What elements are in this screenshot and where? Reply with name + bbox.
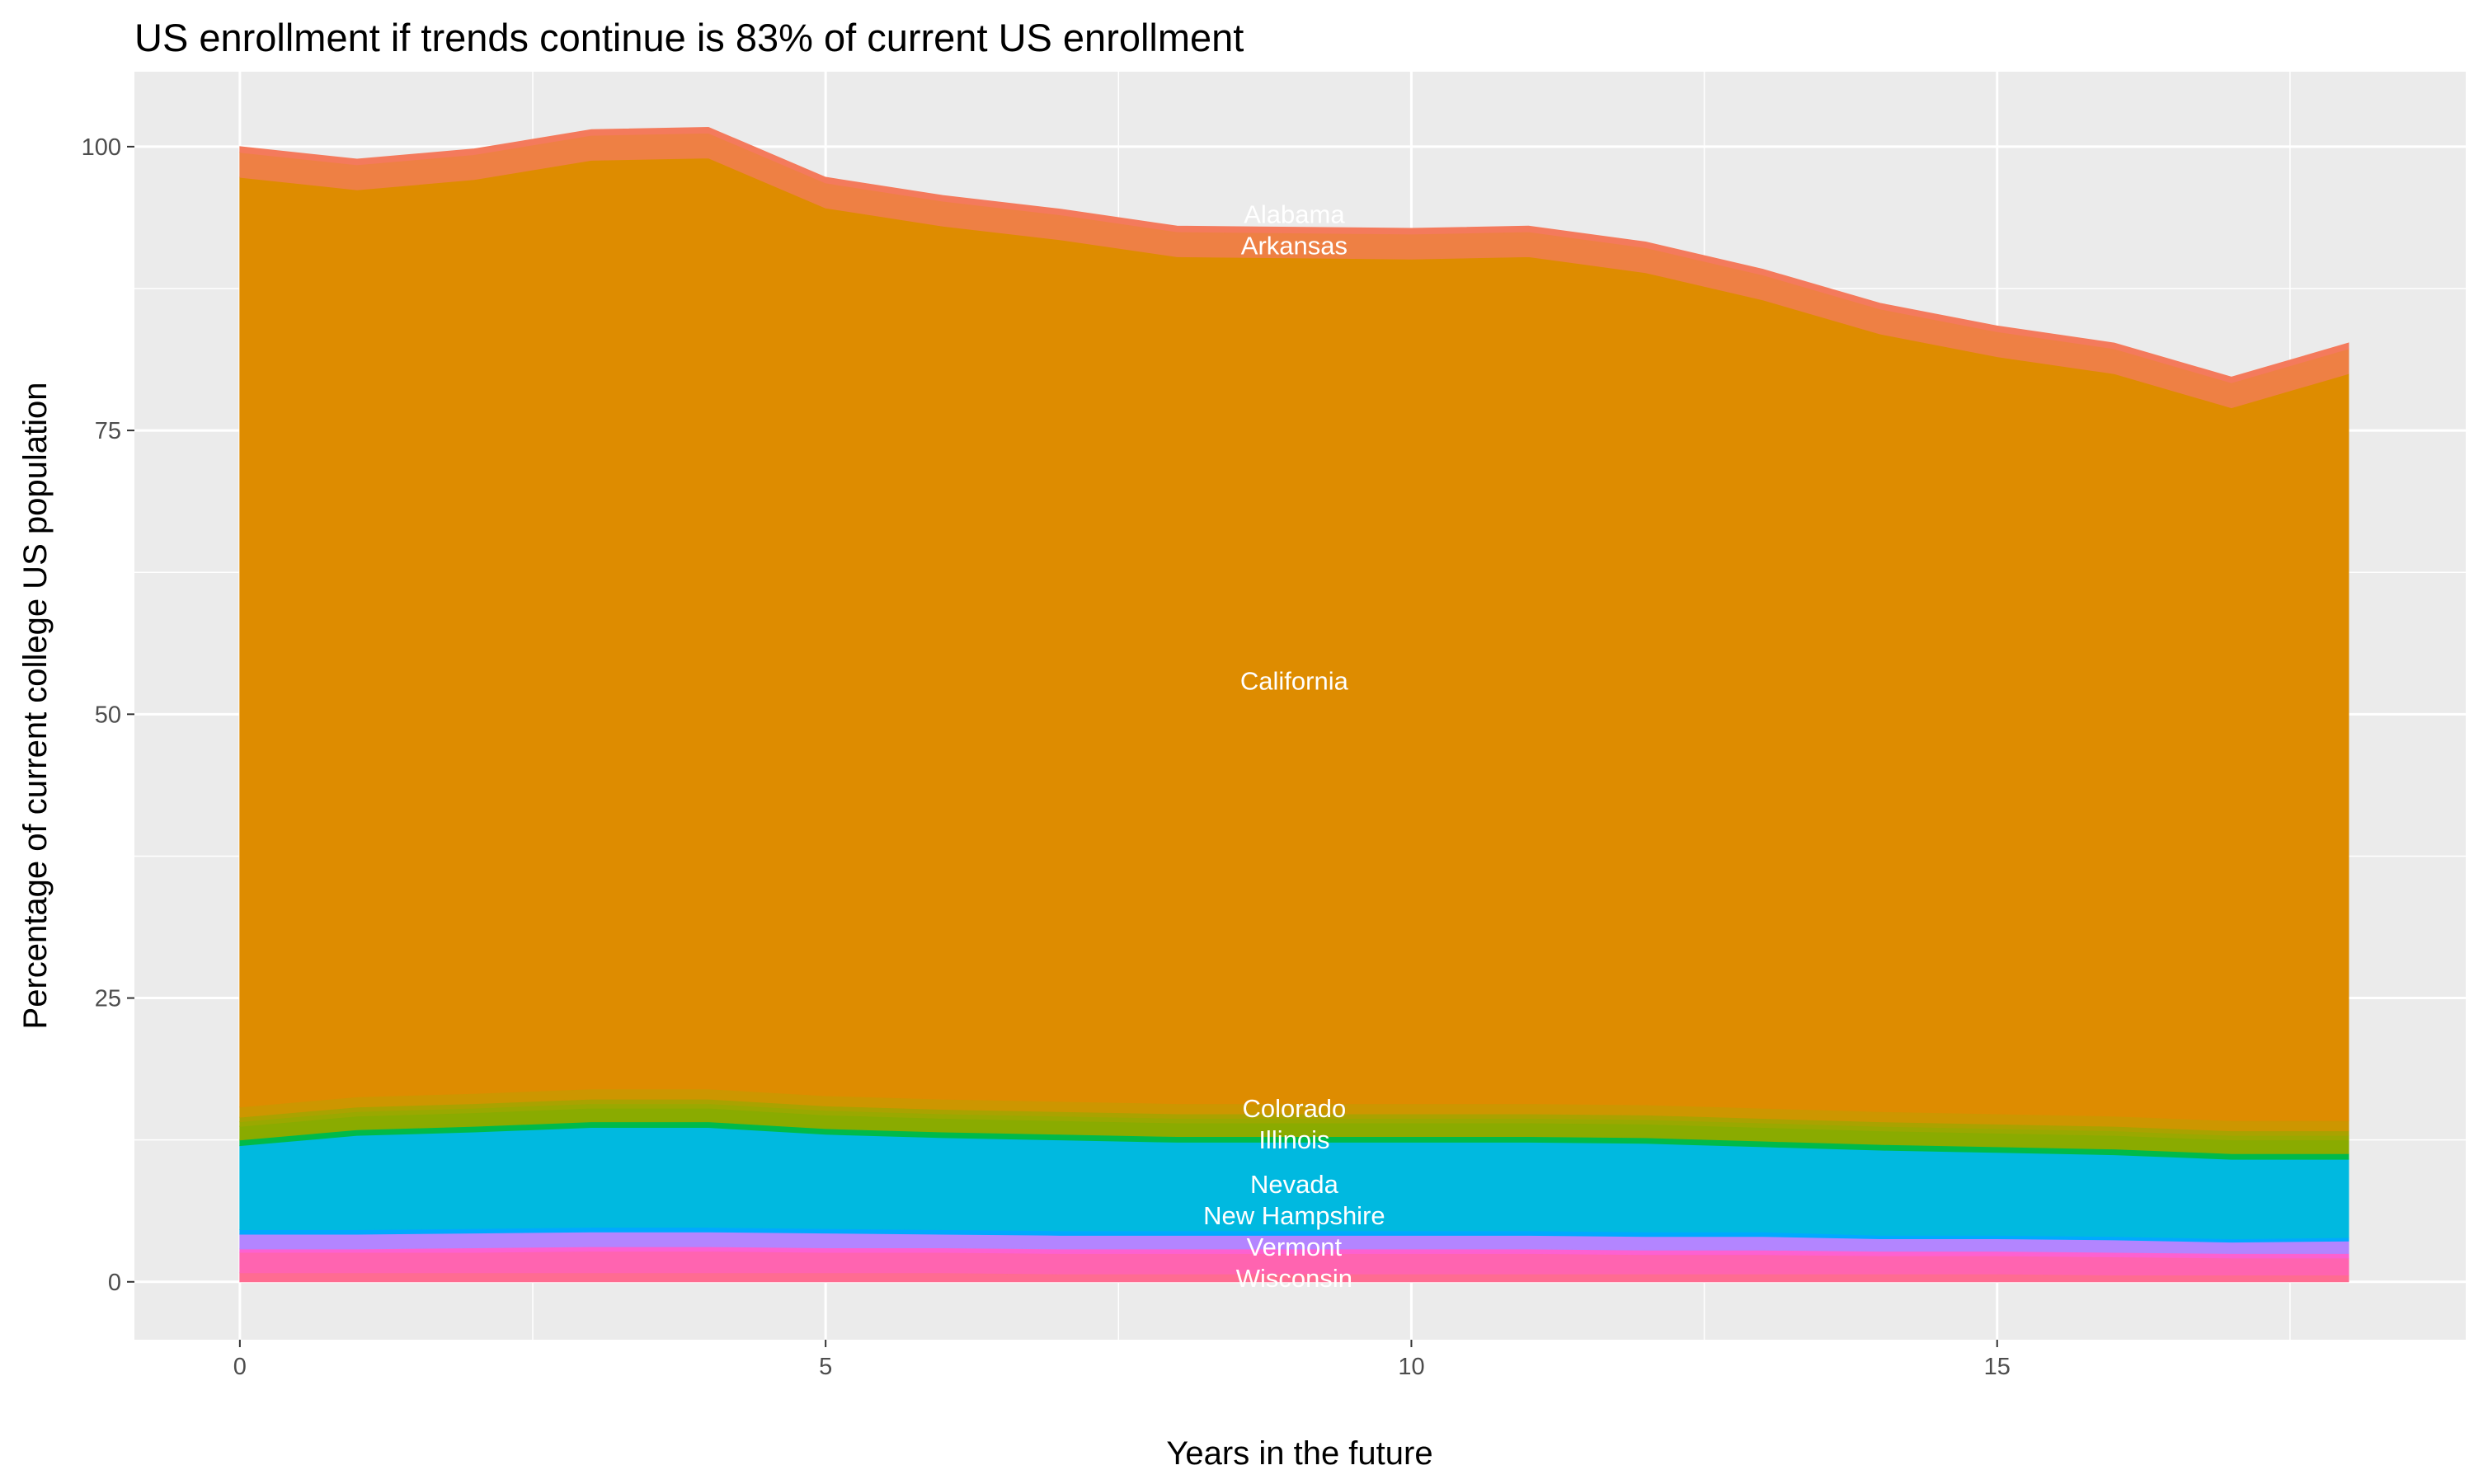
label-vermont: Vermont: [1247, 1233, 1343, 1261]
area-series: [239, 126, 2349, 1283]
x-tick-label: 15: [1984, 1354, 2011, 1380]
label-nevada: Nevada: [1250, 1170, 1339, 1199]
y-tick-label: 75: [95, 418, 121, 444]
label-illinois: Illinois: [1258, 1125, 1329, 1154]
x-tick-label: 0: [233, 1354, 247, 1380]
y-axis-title: Percentage of current college US populat…: [17, 383, 54, 1030]
y-tick-label: 0: [108, 1270, 121, 1296]
label-colorado: Colorado: [1242, 1094, 1346, 1123]
y-tick-label: 50: [95, 702, 121, 728]
label-wisconsin: Wisconsin: [1236, 1264, 1352, 1293]
x-axis-title: Years in the future: [1166, 1435, 1432, 1472]
y-tick-label: 100: [82, 134, 121, 161]
axis-ticks: 0 5 10 15 0 25 50 75 100: [82, 134, 2011, 1380]
label-arkansas: Arkansas: [1241, 232, 1348, 261]
x-tick-label: 10: [1398, 1354, 1424, 1380]
x-tick-label: 5: [819, 1354, 832, 1380]
label-alabama: Alabama: [1244, 200, 1345, 229]
chart-title: US enrollment if trends continue is 83% …: [134, 16, 1244, 59]
label-new-hampshire: New Hampshire: [1203, 1201, 1385, 1230]
area-alabama: [239, 126, 2349, 383]
label-california: California: [1240, 667, 1349, 696]
y-tick-label: 25: [95, 986, 121, 1012]
